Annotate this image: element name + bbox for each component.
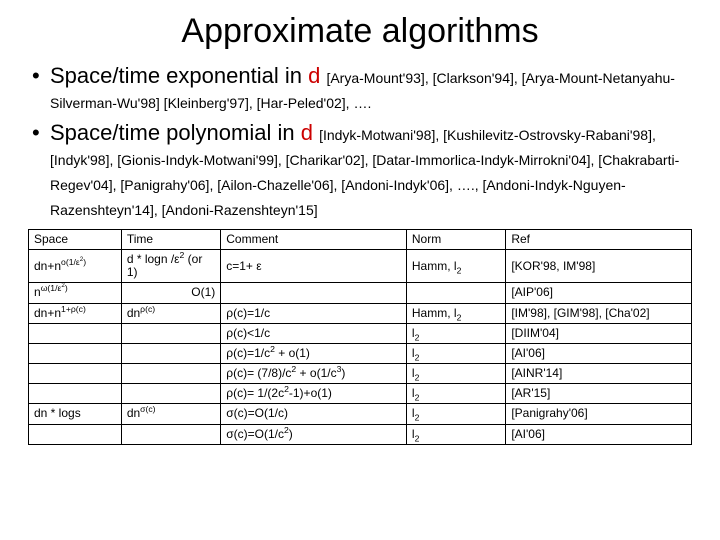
cell-time xyxy=(121,323,220,343)
bullet-polynomial: Space/time polynomial in d [Indyk-Motwan… xyxy=(28,120,692,221)
table-row: dn+no(1/ε2) d * logn /ε2 (or 1) c=1+ ε H… xyxy=(29,249,692,282)
table-row: ρ(c)= (7/8)/c2 + o(1/c3) l2 [AINR'14] xyxy=(29,364,692,384)
bullet2-lead: Space/time polynomial in xyxy=(50,120,301,145)
bullet-list: Space/time exponential in d [Arya-Mount'… xyxy=(28,63,692,221)
cell-time: dnρ(c) xyxy=(121,303,220,323)
cell-time xyxy=(121,364,220,384)
cell-time xyxy=(121,424,220,444)
bullet-exponential: Space/time exponential in d [Arya-Mount'… xyxy=(28,63,692,114)
col-norm: Norm xyxy=(406,229,505,249)
cell-space xyxy=(29,424,122,444)
table-row: ρ(c)<1/c l2 [DIIM'04] xyxy=(29,323,692,343)
cell-time: dnσ(c) xyxy=(121,404,220,424)
cell-ref: [AIP'06] xyxy=(506,283,692,303)
bullet2-d: d xyxy=(301,120,313,145)
cell-comment xyxy=(221,283,407,303)
cell-ref: [IM'98], [GIM'98], [Cha'02] xyxy=(506,303,692,323)
cell-norm: Hamm, l2 xyxy=(406,249,505,282)
cell-time: O(1) xyxy=(121,283,220,303)
cell-ref: [KOR'98, IM'98] xyxy=(506,249,692,282)
table-row: σ(c)=O(1/c2) l2 [AI'06] xyxy=(29,424,692,444)
cell-norm: l2 xyxy=(406,384,505,404)
bullet1-lead: Space/time exponential in xyxy=(50,63,308,88)
cell-norm: l2 xyxy=(406,364,505,384)
cell-norm xyxy=(406,283,505,303)
cell-norm: l2 xyxy=(406,424,505,444)
col-space: Space xyxy=(29,229,122,249)
cell-comment: σ(c)=O(1/c2) xyxy=(221,424,407,444)
cell-comment: ρ(c)<1/c xyxy=(221,323,407,343)
table-row: ρ(c)= 1/(2c2-1)+o(1) l2 [AR'15] xyxy=(29,384,692,404)
cell-ref: [AINR'14] xyxy=(506,364,692,384)
table-header-row: Space Time Comment Norm Ref xyxy=(29,229,692,249)
table-row: nω(1/ε2) O(1) [AIP'06] xyxy=(29,283,692,303)
table-row: ρ(c)=1/c2 + o(1) l2 [AI'06] xyxy=(29,343,692,363)
cell-time xyxy=(121,384,220,404)
cell-space xyxy=(29,384,122,404)
cell-time xyxy=(121,343,220,363)
col-ref: Ref xyxy=(506,229,692,249)
cell-time: d * logn /ε2 (or 1) xyxy=(121,249,220,282)
cell-norm: l2 xyxy=(406,323,505,343)
cell-ref: [DIIM'04] xyxy=(506,323,692,343)
complexity-table: Space Time Comment Norm Ref dn+no(1/ε2) … xyxy=(28,229,692,445)
table-row: dn+n1+ρ(c) dnρ(c) ρ(c)=1/c Hamm, l2 [IM'… xyxy=(29,303,692,323)
bullet1-d: d xyxy=(308,63,320,88)
cell-space: nω(1/ε2) xyxy=(29,283,122,303)
cell-comment: ρ(c)=1/c2 + o(1) xyxy=(221,343,407,363)
cell-space: dn * logs xyxy=(29,404,122,424)
cell-comment: c=1+ ε xyxy=(221,249,407,282)
col-comment: Comment xyxy=(221,229,407,249)
cell-ref: [Panigrahy'06] xyxy=(506,404,692,424)
cell-norm: l2 xyxy=(406,404,505,424)
page-title: Approximate algorithms xyxy=(28,12,692,51)
cell-comment: ρ(c)=1/c xyxy=(221,303,407,323)
cell-space xyxy=(29,343,122,363)
cell-space: dn+no(1/ε2) xyxy=(29,249,122,282)
cell-comment: ρ(c)= 1/(2c2-1)+o(1) xyxy=(221,384,407,404)
cell-ref: [AI'06] xyxy=(506,343,692,363)
complexity-table-wrap: Space Time Comment Norm Ref dn+no(1/ε2) … xyxy=(28,229,692,445)
table-row: dn * logs dnσ(c) σ(c)=O(1/c) l2 [Panigra… xyxy=(29,404,692,424)
cell-norm: l2 xyxy=(406,343,505,363)
cell-space xyxy=(29,364,122,384)
cell-ref: [AI'06] xyxy=(506,424,692,444)
cell-space: dn+n1+ρ(c) xyxy=(29,303,122,323)
cell-space xyxy=(29,323,122,343)
cell-ref: [AR'15] xyxy=(506,384,692,404)
cell-comment: σ(c)=O(1/c) xyxy=(221,404,407,424)
cell-comment: ρ(c)= (7/8)/c2 + o(1/c3) xyxy=(221,364,407,384)
col-time: Time xyxy=(121,229,220,249)
cell-norm: Hamm, l2 xyxy=(406,303,505,323)
